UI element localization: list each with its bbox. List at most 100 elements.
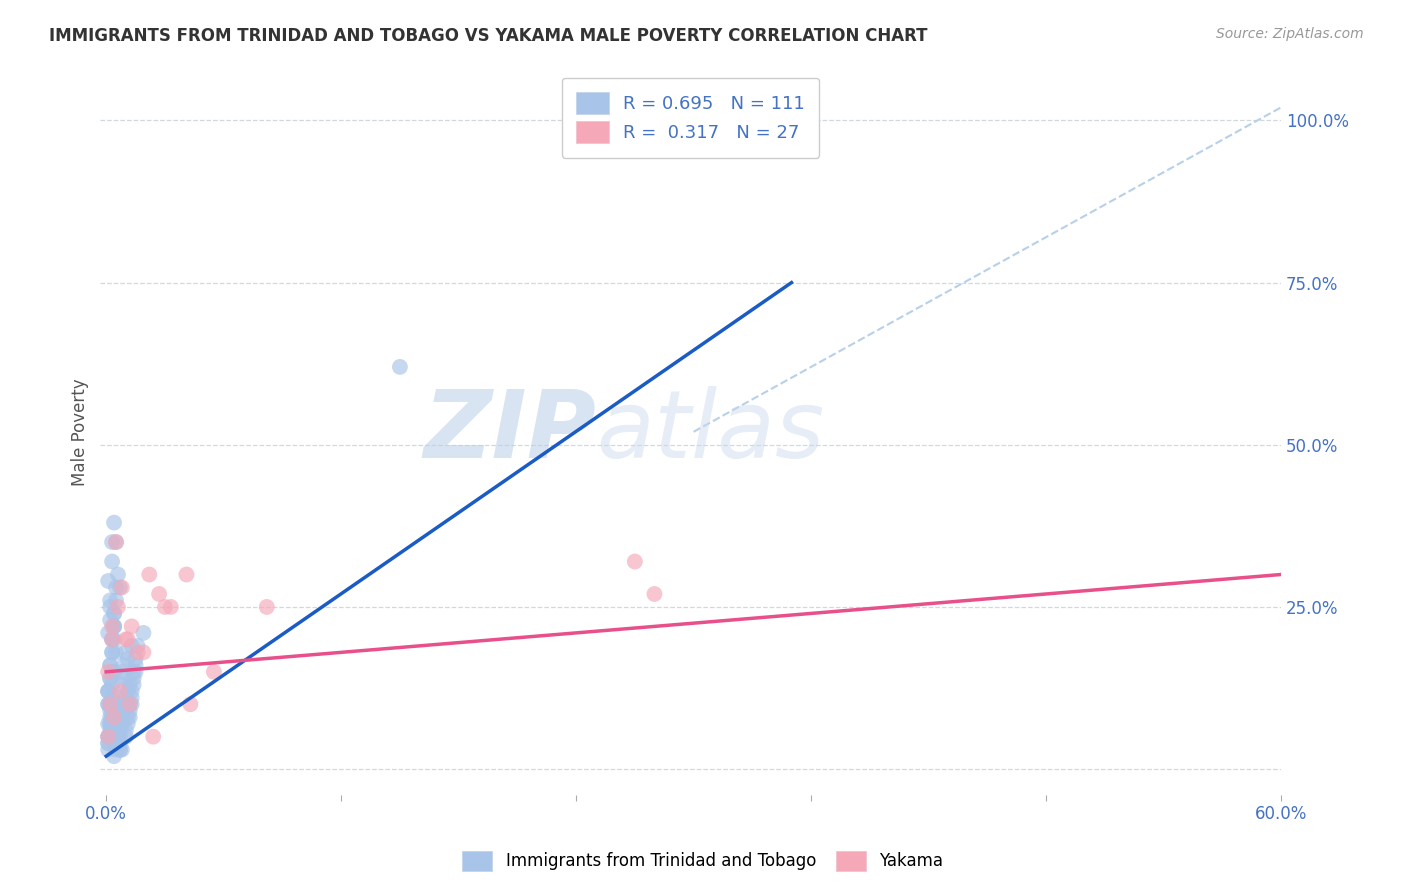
Point xyxy=(111,742,134,756)
Point xyxy=(121,619,143,633)
Text: Source: ZipAtlas.com: Source: ZipAtlas.com xyxy=(1216,27,1364,41)
Legend: R = 0.695   N = 111, R =  0.317   N = 27: R = 0.695 N = 111, R = 0.317 N = 27 xyxy=(562,78,820,158)
Point xyxy=(107,567,129,582)
Point xyxy=(97,698,120,712)
Point xyxy=(108,723,131,738)
Point xyxy=(117,684,139,698)
Point xyxy=(111,716,134,731)
Point xyxy=(624,555,647,569)
Point xyxy=(179,698,201,712)
Point xyxy=(122,671,145,685)
Point xyxy=(98,723,121,738)
Point xyxy=(121,690,143,705)
Point xyxy=(114,730,136,744)
Point xyxy=(98,716,121,731)
Point xyxy=(124,652,146,666)
Point xyxy=(138,567,160,582)
Point xyxy=(97,736,120,750)
Point xyxy=(97,665,120,679)
Point xyxy=(98,710,121,724)
Point xyxy=(107,730,129,744)
Point xyxy=(98,671,121,685)
Point xyxy=(105,710,128,724)
Point xyxy=(107,736,129,750)
Point xyxy=(111,710,134,724)
Point xyxy=(103,632,125,647)
Point xyxy=(132,626,155,640)
Point xyxy=(105,723,128,738)
Point xyxy=(103,710,125,724)
Point xyxy=(107,710,129,724)
Y-axis label: Male Poverty: Male Poverty xyxy=(72,378,89,485)
Point xyxy=(202,665,225,679)
Point xyxy=(103,698,125,712)
Point xyxy=(101,619,124,633)
Point xyxy=(97,684,120,698)
Point xyxy=(114,723,136,738)
Point xyxy=(105,704,128,718)
Point xyxy=(98,671,121,685)
Text: ZIP: ZIP xyxy=(423,386,596,478)
Point xyxy=(103,619,125,633)
Point xyxy=(101,632,124,647)
Point xyxy=(108,730,131,744)
Point xyxy=(117,710,139,724)
Point xyxy=(107,723,129,738)
Point xyxy=(98,704,121,718)
Point xyxy=(256,599,278,614)
Point xyxy=(105,645,128,659)
Point xyxy=(103,619,125,633)
Point xyxy=(101,678,124,692)
Point xyxy=(160,599,183,614)
Point xyxy=(114,671,136,685)
Text: IMMIGRANTS FROM TRINIDAD AND TOBAGO VS YAKAMA MALE POVERTY CORRELATION CHART: IMMIGRANTS FROM TRINIDAD AND TOBAGO VS Y… xyxy=(49,27,928,45)
Point xyxy=(124,658,146,673)
Point xyxy=(118,710,141,724)
Point xyxy=(108,742,131,756)
Point xyxy=(97,698,120,712)
Point xyxy=(176,567,198,582)
Point xyxy=(98,658,121,673)
Point xyxy=(98,593,121,607)
Point xyxy=(103,619,125,633)
Point xyxy=(111,678,134,692)
Point xyxy=(101,716,124,731)
Point xyxy=(153,599,176,614)
Point xyxy=(97,730,120,744)
Point xyxy=(98,716,121,731)
Point xyxy=(103,749,125,764)
Point xyxy=(121,684,143,698)
Point xyxy=(148,587,170,601)
Point xyxy=(117,652,139,666)
Point xyxy=(121,698,143,712)
Point xyxy=(98,698,121,712)
Point xyxy=(98,613,121,627)
Point xyxy=(114,632,136,647)
Point xyxy=(124,665,146,679)
Point xyxy=(112,704,135,718)
Point xyxy=(98,698,121,712)
Point xyxy=(101,645,124,659)
Point xyxy=(114,690,136,705)
Point xyxy=(97,736,120,750)
Point xyxy=(127,639,149,653)
Point xyxy=(111,665,134,679)
Point xyxy=(97,730,120,744)
Point xyxy=(101,710,124,724)
Point xyxy=(111,581,134,595)
Point xyxy=(108,581,131,595)
Point xyxy=(105,581,128,595)
Point xyxy=(101,632,124,647)
Point xyxy=(105,742,128,756)
Point xyxy=(111,716,134,731)
Point xyxy=(103,710,125,724)
Point xyxy=(122,678,145,692)
Point xyxy=(105,593,128,607)
Point xyxy=(108,736,131,750)
Point xyxy=(101,535,124,549)
Point xyxy=(142,730,165,744)
Point xyxy=(101,665,124,679)
Point xyxy=(117,716,139,731)
Point xyxy=(98,658,121,673)
Point xyxy=(97,684,120,698)
